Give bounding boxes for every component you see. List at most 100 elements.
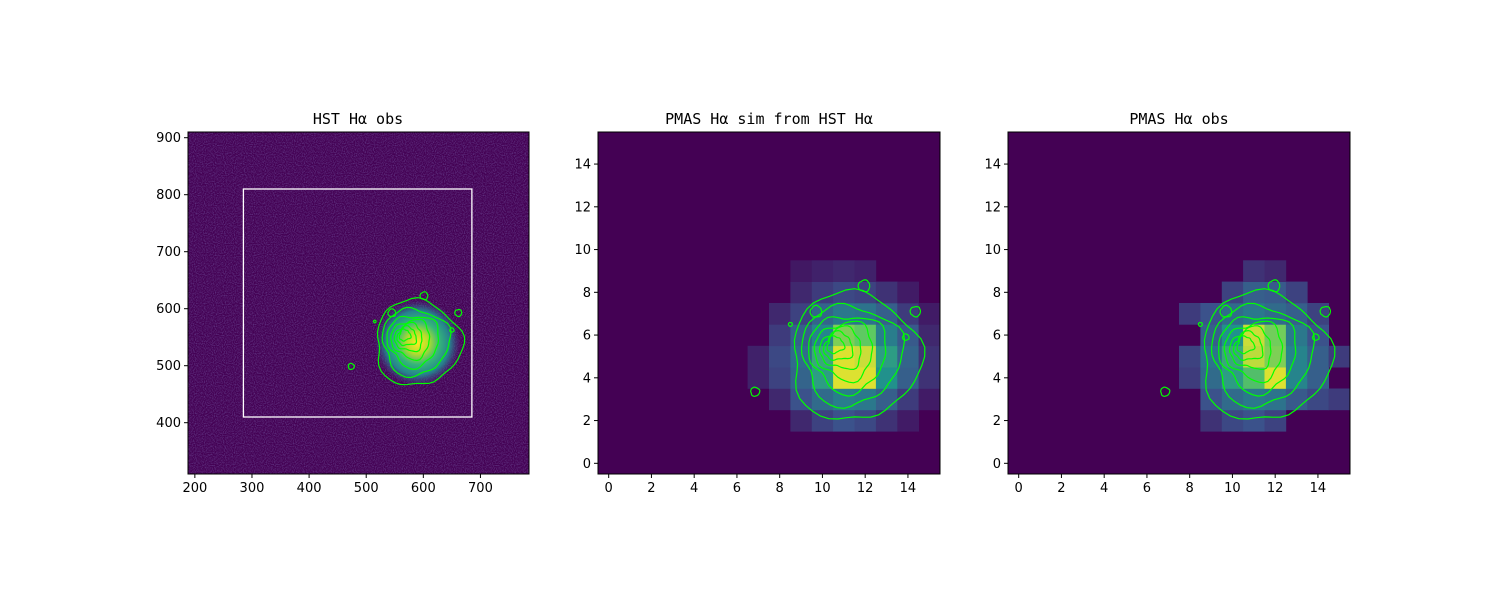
source-contour xyxy=(1232,329,1264,362)
heatmap-cell xyxy=(918,345,940,368)
heatmap-cell xyxy=(769,345,791,368)
heatmap-cell xyxy=(1179,303,1201,325)
heatmap-cell xyxy=(918,303,940,325)
source-contour xyxy=(822,329,854,362)
heatmap-cell xyxy=(854,324,877,347)
heatmap-cell xyxy=(790,303,813,325)
x-tick-label: 600 xyxy=(411,481,436,496)
heatmap-cell xyxy=(897,281,919,304)
panel-pmas-obs-title: PMAS Hα obs xyxy=(1129,110,1228,128)
y-tick-label: 900 xyxy=(156,131,181,146)
source-contour xyxy=(1223,320,1284,384)
x-tick-label: 4 xyxy=(690,481,698,496)
heatmap-cell xyxy=(875,324,898,347)
heatmap-cell xyxy=(875,303,898,325)
source-contour xyxy=(1228,325,1272,371)
heatmap-cell xyxy=(854,260,877,282)
satellite-contour xyxy=(387,308,397,318)
heatmap-cell xyxy=(1307,303,1329,325)
panel-hst-obs-noise xyxy=(188,132,529,474)
satellite-contour xyxy=(857,279,871,293)
panel-pmas-obs-frame xyxy=(1007,131,1351,475)
heatmap-cell xyxy=(1200,388,1223,411)
satellite-contour xyxy=(1319,306,1331,318)
x-tick-label: 300 xyxy=(240,481,265,496)
source-contour xyxy=(826,335,846,355)
source-contour xyxy=(398,328,412,342)
x-tick-label: 4 xyxy=(1100,481,1108,496)
heatmap-cell xyxy=(833,260,855,282)
x-tick-label: 500 xyxy=(354,481,379,496)
heatmap-cell xyxy=(875,367,898,389)
heatmap-cell xyxy=(769,324,791,347)
y-tick-label: 400 xyxy=(156,416,181,431)
heatmap-cell xyxy=(1243,388,1265,411)
heatmap-cell xyxy=(769,388,791,411)
heatmap-cell xyxy=(875,409,898,432)
satellite-contour xyxy=(347,362,355,371)
heatmap-cell xyxy=(854,409,877,432)
satellite-contour xyxy=(449,327,455,333)
source-contour xyxy=(390,318,431,362)
heatmap-cell xyxy=(790,324,813,347)
heatmap-cell xyxy=(1200,303,1223,325)
x-tick-label: 8 xyxy=(1186,481,1194,496)
heatmap-cell xyxy=(875,345,898,368)
x-tick-label: 400 xyxy=(297,481,322,496)
source-contour xyxy=(808,316,887,397)
source-contour xyxy=(793,288,926,420)
heatmap-cell xyxy=(1243,260,1265,282)
heatmap-cell xyxy=(1221,409,1244,432)
y-tick-label: 8 xyxy=(993,286,1001,301)
x-tick-label: 6 xyxy=(733,481,741,496)
source-contour xyxy=(1203,288,1336,420)
x-tick-label: 0 xyxy=(605,481,613,496)
heatmap-cell xyxy=(897,388,919,411)
heatmap-cell xyxy=(1264,409,1287,432)
heatmap-cell xyxy=(1285,345,1308,368)
field-of-view-box xyxy=(242,188,473,418)
satellite-contour xyxy=(909,306,921,318)
source-contour xyxy=(818,325,862,371)
heatmap-cell xyxy=(1243,367,1265,389)
y-tick-label: 14 xyxy=(984,158,1001,173)
source-contour xyxy=(1218,316,1297,397)
satellite-contour xyxy=(419,291,429,301)
heatmap-cell xyxy=(918,367,940,389)
source-contour xyxy=(396,324,418,347)
heatmap-cell xyxy=(1328,388,1350,411)
y-tick-label: 500 xyxy=(156,359,181,374)
heatmap-cell xyxy=(790,409,813,432)
panel-pmas-sim: 0 2 4 6 8 10 12 14 0 2 4 6 8 10 12 14 PMAS Hα sim from … xyxy=(574,110,941,496)
heatmap-cell xyxy=(1200,324,1223,347)
heatmap-cell xyxy=(1307,388,1329,411)
y-tick-label: 4 xyxy=(583,371,591,386)
heatmap-cell xyxy=(790,281,813,304)
heatmap-cell xyxy=(854,367,877,389)
heatmap-cell xyxy=(1328,345,1350,368)
satellite-contour xyxy=(902,333,910,341)
satellite-contour xyxy=(1197,321,1203,327)
heatmap-cell xyxy=(811,409,834,432)
satellite-contour xyxy=(1312,333,1320,341)
source-contour xyxy=(800,302,906,409)
x-tick-label: 10 xyxy=(814,481,831,496)
x-tick-label: 10 xyxy=(1224,481,1241,496)
y-tick-label: 700 xyxy=(156,245,181,260)
y-tick-label: 2 xyxy=(993,414,1001,429)
x-tick-label: 2 xyxy=(1057,481,1065,496)
heatmap-cell xyxy=(747,367,770,389)
y-tick-label: 0 xyxy=(993,457,1001,472)
heatmap-cell xyxy=(854,345,877,368)
satellite-contour xyxy=(1219,304,1233,318)
heatmap-cell xyxy=(833,409,855,432)
source-contour xyxy=(1210,302,1316,409)
satellite-contour xyxy=(372,319,377,324)
y-tick-label: 4 xyxy=(993,371,1001,386)
satellite-contour xyxy=(809,304,823,318)
heatmap-cell xyxy=(1200,367,1223,389)
heatmap-cell xyxy=(1285,367,1308,389)
heatmap-cell xyxy=(811,281,834,304)
source-emission xyxy=(374,300,461,386)
